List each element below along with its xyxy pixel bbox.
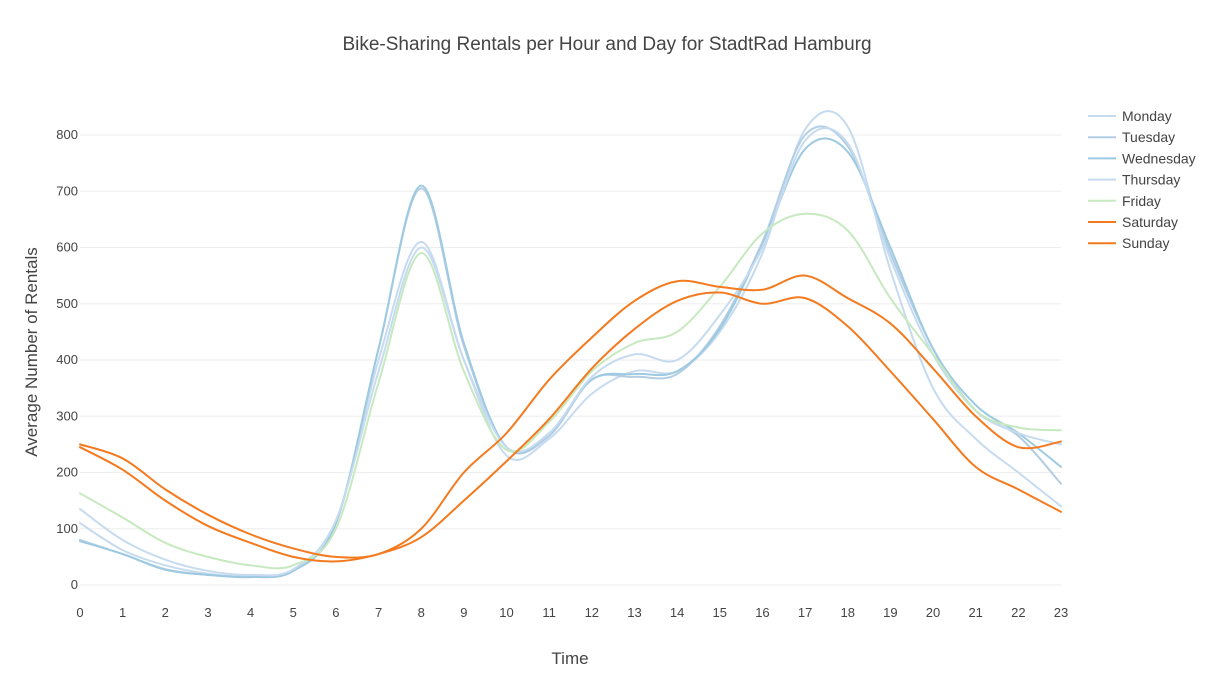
- gridlines: [80, 134, 1061, 586]
- series-lines: [79, 110, 1062, 579]
- y-tick-label: 0: [71, 577, 78, 592]
- legend-label-saturday[interactable]: Saturday: [1122, 214, 1178, 230]
- legend-label-tuesday[interactable]: Tuesday: [1122, 129, 1175, 145]
- x-tick-label: 18: [841, 605, 855, 620]
- series-line-thursday: [79, 127, 1062, 577]
- y-tick-label: 100: [56, 521, 78, 536]
- x-tick-label: 14: [670, 605, 684, 620]
- x-tick-label: 12: [585, 605, 599, 620]
- y-axis-title: Average Number of Rentals: [22, 247, 41, 456]
- x-tick-label: 23: [1054, 605, 1068, 620]
- legend-label-thursday[interactable]: Thursday: [1122, 172, 1180, 188]
- x-tick-label: 7: [375, 605, 382, 620]
- legend: Monday Tuesday Wednesday Thursday Friday Satu…: [1088, 108, 1196, 251]
- x-tick-labels: 0 1 2 3 4 5 6 7 8 9 10 11 12 13 14 15 16 17 18 19 20 21 22 23: [76, 605, 1068, 620]
- x-tick-label: 13: [627, 605, 641, 620]
- y-tick-label: 700: [56, 183, 78, 198]
- y-tick-label: 800: [56, 127, 78, 142]
- legend-label-monday[interactable]: Monday: [1122, 108, 1172, 124]
- y-tick-labels: 0 100 200 300 400 500 600 700 800: [56, 127, 78, 592]
- x-tick-label: 21: [968, 605, 982, 620]
- x-tick-label: 17: [798, 605, 812, 620]
- y-tick-label: 300: [56, 408, 78, 423]
- series-line-sunday: [79, 291, 1062, 563]
- y-tick-label: 400: [56, 352, 78, 367]
- x-tick-label: 2: [162, 605, 169, 620]
- legend-label-friday[interactable]: Friday: [1122, 193, 1161, 209]
- x-tick-label: 4: [247, 605, 254, 620]
- x-axis-title: Time: [551, 649, 588, 668]
- x-tick-label: 20: [926, 605, 940, 620]
- y-tick-label: 500: [56, 296, 78, 311]
- x-tick-label: 5: [290, 605, 297, 620]
- legend-label-wednesday[interactable]: Wednesday: [1122, 150, 1196, 166]
- x-tick-label: 6: [332, 605, 339, 620]
- y-tick-label: 200: [56, 465, 78, 480]
- x-tick-label: 9: [460, 605, 467, 620]
- series-line-saturday: [79, 274, 1062, 559]
- y-tick-label: 600: [56, 240, 78, 255]
- x-tick-label: 15: [713, 605, 727, 620]
- legend-label-sunday[interactable]: Sunday: [1122, 235, 1169, 251]
- x-tick-label: 1: [119, 605, 126, 620]
- series-line-friday: [79, 212, 1062, 570]
- x-tick-label: 8: [418, 605, 425, 620]
- x-tick-label: 3: [204, 605, 211, 620]
- x-tick-label: 10: [499, 605, 513, 620]
- x-tick-label: 11: [542, 605, 556, 620]
- x-tick-label: 16: [755, 605, 769, 620]
- x-tick-label: 19: [883, 605, 897, 620]
- chart-title: Bike-Sharing Rentals per Hour and Day fo…: [342, 34, 871, 55]
- x-tick-label: 0: [76, 605, 83, 620]
- x-tick-label: 22: [1011, 605, 1025, 620]
